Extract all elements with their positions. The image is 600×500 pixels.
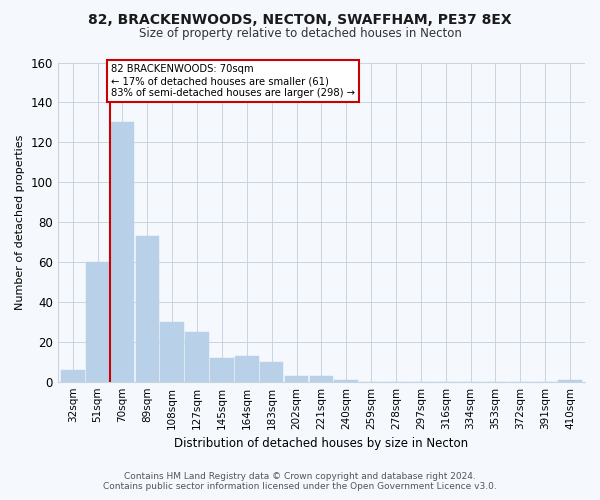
Bar [160,322,184,382]
Y-axis label: Number of detached properties: Number of detached properties [15,134,25,310]
Bar [185,332,209,382]
Bar [86,262,109,382]
Bar [210,358,234,382]
Bar [285,376,308,382]
Bar [260,362,283,382]
Text: 82, BRACKENWOODS, NECTON, SWAFFHAM, PE37 8EX: 82, BRACKENWOODS, NECTON, SWAFFHAM, PE37… [88,12,512,26]
Bar [136,236,159,382]
Text: Contains public sector information licensed under the Open Government Licence v3: Contains public sector information licen… [103,482,497,491]
X-axis label: Distribution of detached houses by size in Necton: Distribution of detached houses by size … [175,437,469,450]
Bar [310,376,333,382]
Bar [235,356,259,382]
Text: Size of property relative to detached houses in Necton: Size of property relative to detached ho… [139,28,461,40]
Bar [334,380,358,382]
Bar [110,122,134,382]
Text: Contains HM Land Registry data © Crown copyright and database right 2024.: Contains HM Land Registry data © Crown c… [124,472,476,481]
Bar [61,370,85,382]
Bar [558,380,582,382]
Text: 82 BRACKENWOODS: 70sqm
← 17% of detached houses are smaller (61)
83% of semi-det: 82 BRACKENWOODS: 70sqm ← 17% of detached… [111,64,355,98]
